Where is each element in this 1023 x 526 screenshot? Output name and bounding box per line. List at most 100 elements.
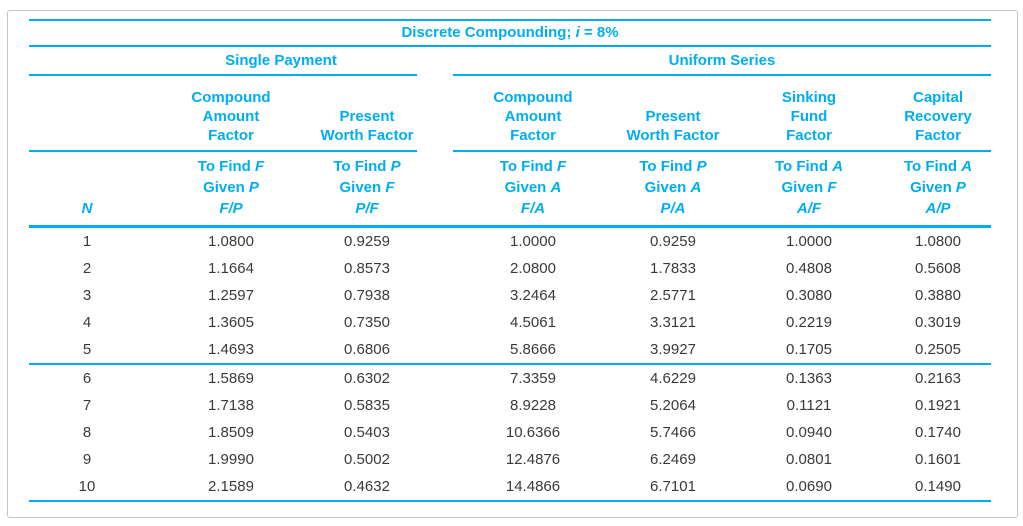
table-row: 6 1.5869 0.6302 7.3359 4.6229 0.1363 0.2163 <box>29 364 991 392</box>
subheader-fa: To Find F Given A F/A <box>453 151 613 228</box>
cell-n: 6 <box>82 370 92 387</box>
column-header-present-worth-factor-pf: Present Worth Factor <box>317 75 417 152</box>
cell-fp: 1.5869 <box>208 370 254 387</box>
variable-symbol: F <box>557 158 567 175</box>
table-row: 8 1.8509 0.5403 10.6366 5.7466 0.0940 0.1740 <box>29 419 991 446</box>
factor-line: Factor <box>208 127 254 144</box>
column-header-present-worth-factor-pa: Present Worth Factor <box>613 75 733 152</box>
cell-ap: 0.2163 <box>915 370 961 387</box>
table-frame: Discrete Compounding; i = 8% Single Paym… <box>7 10 1018 518</box>
cell-af: 0.1121 <box>786 397 832 414</box>
gap-cell <box>417 419 453 446</box>
cell-pa: 0.9259 <box>650 233 696 250</box>
factor-line: Factor <box>915 127 961 144</box>
subheader-pa: To Find P Given A P/A <box>613 151 733 228</box>
cell-fp: 1.1664 <box>208 260 254 277</box>
cell-pa: 5.7466 <box>650 424 696 441</box>
title-rate-text: = 8% <box>579 24 619 41</box>
variable-symbol: P <box>248 179 259 196</box>
factor-name-row: Compound Amount Factor Present Worth Fac… <box>29 75 991 152</box>
gap-cell <box>417 75 453 151</box>
cell-fa: 7.3359 <box>510 370 556 387</box>
cell-pa: 2.5771 <box>650 287 696 304</box>
ratio-label: A/P <box>925 200 951 217</box>
cell-fa: 2.0800 <box>510 260 556 277</box>
cell-pa: 6.2469 <box>650 451 696 468</box>
cell-af: 0.2219 <box>786 314 832 331</box>
table-row: 7 1.7138 0.5835 8.9228 5.2064 0.1121 0.1921 <box>29 392 991 419</box>
variable-symbol: A <box>832 158 844 175</box>
cell-n: 3 <box>82 287 92 304</box>
cell-pa: 3.9927 <box>613 336 733 365</box>
variable-symbol: A <box>690 179 702 196</box>
factor-line: Recovery <box>904 108 972 125</box>
cell-pf: 0.6806 <box>317 336 417 365</box>
discrete-compounding-table: Discrete Compounding; i = 8% Single Paym… <box>29 19 991 502</box>
cell-pf: 0.4632 <box>317 473 417 502</box>
subheader-fp: To Find F Given P F/P <box>145 151 317 228</box>
variable-symbol: A <box>550 179 562 196</box>
cell-fp: 1.8509 <box>208 424 254 441</box>
factor-line: Compound <box>191 89 271 106</box>
cell-pf: 0.5403 <box>344 424 390 441</box>
cell-n: 9 <box>82 451 92 468</box>
cell-fa: 1.0000 <box>510 233 556 250</box>
cell-pf: 0.7350 <box>344 314 390 331</box>
variable-symbol: F <box>385 179 395 196</box>
given-line: Given F <box>339 179 395 196</box>
cell-pf: 0.8573 <box>344 260 390 277</box>
cell-af: 0.1363 <box>786 370 832 387</box>
table-row: 10 2.1589 0.4632 14.4866 6.7101 0.0690 0.1490 <box>29 473 991 502</box>
cell-fa: 10.6366 <box>505 424 561 441</box>
cell-fa: 5.8666 <box>453 336 613 365</box>
table-body: 1 1.0800 0.9259 1.0000 0.9259 1.0000 1.0800 2 1.… <box>29 227 991 502</box>
gap-cell <box>417 46 453 75</box>
cell-ap: 0.1921 <box>915 397 961 414</box>
gap-cell <box>417 446 453 473</box>
given-line: Given P <box>203 179 259 196</box>
variable-symbol: P <box>390 158 401 175</box>
to-find-line: To Find F <box>197 158 265 175</box>
factor-line: Factor <box>510 127 556 144</box>
factor-line: Capital <box>912 89 963 106</box>
cell-fp: 1.7138 <box>208 397 254 414</box>
factor-line: Present <box>339 108 395 125</box>
subheader-row: N To Find F Given P F/P To Find P Given … <box>29 151 991 228</box>
subheader-af: To Find A Given F A/F <box>733 151 885 228</box>
cell-n: 4 <box>82 314 92 331</box>
cell-n: 10 <box>29 473 145 502</box>
cell-ap: 0.1740 <box>915 424 961 441</box>
cell-n: 7 <box>82 397 92 414</box>
given-line: Given P <box>910 179 966 196</box>
cell-af: 0.4808 <box>786 260 832 277</box>
column-header-compound-amount-factor-fp: Compound Amount Factor <box>145 75 317 152</box>
to-find-line: To Find P <box>639 158 707 175</box>
gap-cell <box>417 151 453 228</box>
factor-line: Worth Factor <box>320 127 414 144</box>
table-row: 3 1.2597 0.7938 3.2464 2.5771 0.3080 0.3880 <box>29 282 991 309</box>
table-row: 2 1.1664 0.8573 2.0800 1.7833 0.4808 0.5608 <box>29 255 991 282</box>
factor-line: Sinking <box>781 89 837 106</box>
interest-rate-variable: i <box>575 24 580 41</box>
cell-ap: 0.5608 <box>915 260 961 277</box>
subheader-ap: To Find A Given P A/P <box>885 151 991 228</box>
ratio-label: F/P <box>219 200 243 217</box>
group-header-single-payment: Single Payment <box>145 46 417 76</box>
column-header-sinking-fund-factor: Sinking Fund Factor <box>733 75 885 152</box>
factor-line: Worth Factor <box>626 127 720 144</box>
cell-pa: 6.7101 <box>613 473 733 502</box>
factor-line: Compound <box>493 89 573 106</box>
gap-cell <box>417 227 453 256</box>
cell-ap: 0.3019 <box>915 314 961 331</box>
to-find-line: To Find A <box>903 158 973 175</box>
cell-pa: 5.2064 <box>650 397 696 414</box>
cell-fp: 1.0800 <box>208 233 254 250</box>
variable-symbol: P <box>696 158 707 175</box>
group-header-uniform-series: Uniform Series <box>453 46 991 76</box>
gap-cell <box>417 336 453 365</box>
factor-line: Amount <box>504 108 562 125</box>
column-header-capital-recovery-factor: Capital Recovery Factor <box>885 75 991 152</box>
cell-n: 5 <box>29 336 145 365</box>
cell-af: 0.0940 <box>786 424 832 441</box>
cell-ap: 1.0800 <box>915 233 961 250</box>
